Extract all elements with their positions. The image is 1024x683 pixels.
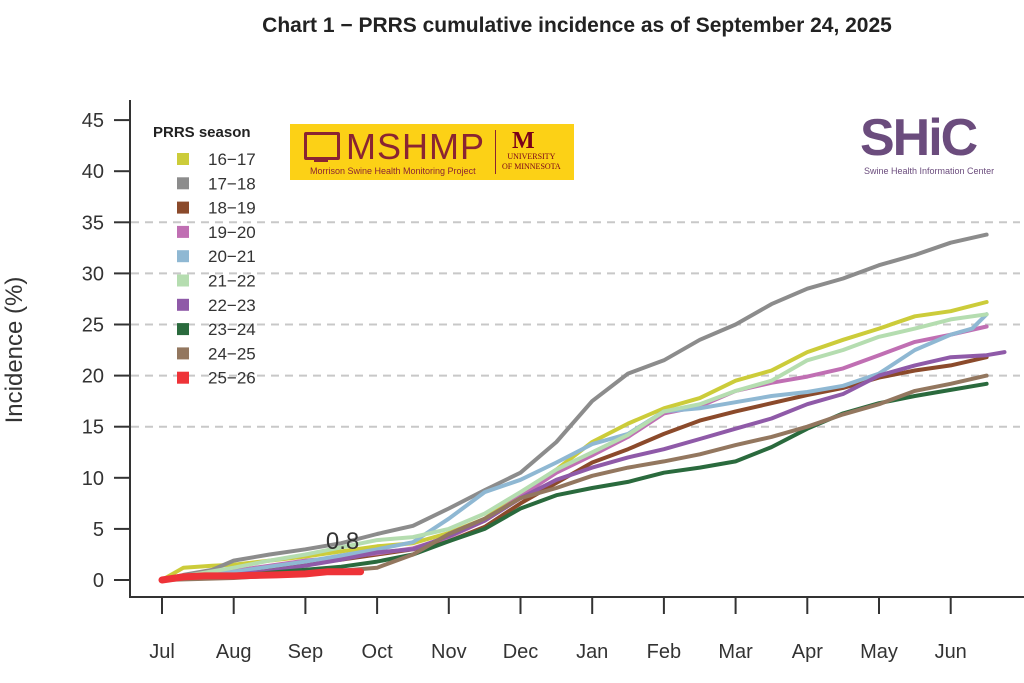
series-line-22-23: [160, 350, 1007, 582]
y-tick-label: 20: [82, 366, 104, 388]
axes: 0 5 10 15 20 25 30 35 40 45 Jul Aug Sep Oct Nov Dec Jan F…: [82, 100, 1024, 663]
shic-name: SHiC: [860, 109, 978, 167]
y-tick-label: 25: [82, 315, 104, 337]
y-tick-label: 15: [82, 417, 104, 439]
annotation-label: 0.8: [326, 528, 359, 555]
legend-swatch: [177, 153, 189, 165]
y-tick-label: 45: [82, 110, 104, 132]
series-line-17-18: [160, 232, 989, 582]
y-tick-label: 35: [82, 212, 104, 234]
y-tick-label: 10: [82, 468, 104, 490]
legend-swatch: [177, 225, 189, 238]
umn-line1: UNIVERSITY: [507, 152, 556, 161]
mshmp-subtitle: Morrison Swine Health Monitoring Project: [310, 166, 476, 176]
series-line-18-19: [160, 355, 989, 582]
y-tick-label: 0: [93, 570, 104, 592]
monitor-icon: [304, 132, 340, 160]
legend-label: 23−24: [208, 320, 256, 339]
umn-name: UNIVERSITY OF MINNESOTA: [502, 152, 561, 172]
legend: PRRS season 16−17 17−18 18−19 19−20 20−21 21−2…: [153, 124, 256, 388]
legend-swatch: [177, 274, 189, 287]
monitor-stand-icon: [314, 159, 328, 162]
legend-label: 18−19: [208, 199, 256, 218]
mshmp-name: MSHMP: [346, 126, 485, 167]
x-tick-label: Sep: [288, 641, 324, 663]
series-line-21-22: [160, 312, 989, 582]
x-tick-label: Oct: [362, 641, 394, 663]
series-line-25-26: [158, 568, 365, 584]
legend-swatch: [177, 371, 189, 384]
legend-label: 16−17: [208, 150, 256, 169]
series-line-20-21: [160, 312, 989, 582]
legend-label: 21−22: [208, 272, 256, 291]
x-tick-label: Aug: [216, 641, 252, 663]
x-tick-label: Jan: [576, 641, 608, 663]
legend-label: 24−25: [208, 344, 256, 363]
mshmp-logo: MSHMP Morrison Swine Health Monitoring P…: [290, 124, 574, 180]
shic-subtitle: Swine Health Information Center: [864, 166, 995, 176]
legend-label: 25−26: [208, 369, 256, 388]
y-tick-label: 5: [93, 519, 104, 541]
legend-swatch: [177, 298, 189, 311]
umn-line2: OF MINNESOTA: [502, 162, 561, 171]
y-axis-label: Incidence (%): [1, 277, 28, 424]
legend-label: 22−23: [208, 296, 256, 315]
y-tick-label: 30: [82, 263, 104, 285]
chart-title: Chart 1 − PRRS cumulative incidence as o…: [262, 14, 892, 37]
legend-title: PRRS season: [153, 124, 251, 141]
legend-label: 17−18: [208, 174, 256, 193]
x-tick-label: Dec: [503, 641, 539, 663]
x-tick-label: Feb: [647, 641, 681, 663]
legend-swatch: [177, 250, 189, 263]
legend-label: 19−20: [208, 223, 256, 242]
logo-separator: [495, 130, 496, 174]
x-tick-label: Jul: [149, 641, 175, 663]
x-tick-label: May: [860, 641, 898, 663]
legend-label: 20−21: [208, 247, 256, 266]
legend-swatch: [177, 347, 189, 360]
x-tick-label: Nov: [431, 641, 467, 663]
series-lines: [158, 232, 1007, 584]
y-tick-label: 40: [82, 161, 104, 183]
legend-swatch: [177, 201, 189, 214]
x-tick-label: Jun: [935, 641, 967, 663]
legend-swatch: [177, 177, 189, 190]
x-tick-label: Apr: [792, 641, 823, 663]
umn-m-icon: M: [512, 128, 535, 154]
shic-logo: SHiC Swine Health Information Center: [860, 109, 994, 184]
x-tick-label: Mar: [718, 641, 753, 663]
legend-swatch: [177, 323, 189, 336]
